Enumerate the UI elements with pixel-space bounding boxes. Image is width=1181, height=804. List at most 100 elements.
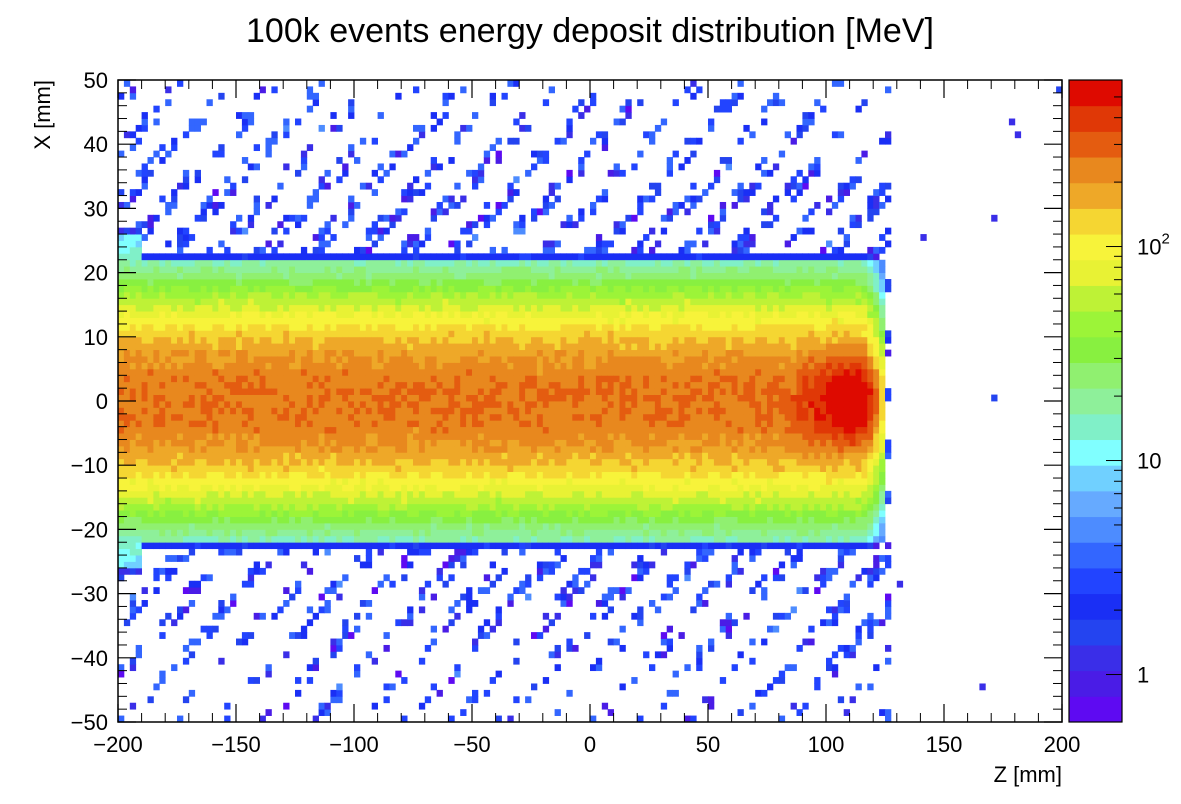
heat-cell [548, 189, 555, 196]
heat-cell [389, 317, 396, 325]
heat-cell [129, 420, 137, 428]
heat-cell [159, 567, 166, 575]
heat-cell [118, 330, 125, 338]
heat-cell [224, 349, 231, 357]
heat-cell [336, 478, 343, 485]
heat-cell [590, 362, 597, 370]
heat-cell [348, 311, 355, 318]
heat-cell [253, 439, 260, 447]
heat-cell [371, 368, 378, 376]
heat-cell [289, 272, 296, 280]
heat-cell [159, 542, 166, 550]
heat-cell [253, 497, 260, 505]
heat-cell [283, 259, 290, 267]
heat-cell [147, 259, 154, 267]
heat-cell [595, 381, 603, 389]
heat-cell [590, 394, 597, 402]
heat-cell [590, 92, 597, 100]
heat-cell [383, 644, 390, 652]
heat-cell [365, 490, 373, 498]
heat-cell [442, 497, 449, 505]
heat-cell [194, 298, 201, 306]
heat-cell [413, 497, 420, 505]
heat-cell [649, 381, 656, 389]
heat-cell [501, 323, 508, 331]
heat-cell [247, 163, 255, 171]
heat-cell [135, 375, 142, 383]
heat-cell [601, 516, 609, 524]
heat-cell [619, 317, 626, 325]
heat-cell [247, 285, 255, 293]
heat-cell [300, 471, 308, 479]
heat-cell [489, 381, 496, 389]
heat-cell [306, 516, 314, 524]
heat-cell [171, 388, 178, 395]
heat-cell [436, 445, 443, 453]
heat-cell [407, 381, 414, 389]
heat-cell [141, 285, 148, 293]
heat-cell [241, 323, 249, 331]
heat-cell [477, 535, 485, 543]
heat-cell [330, 529, 337, 537]
heat-cell [212, 356, 219, 363]
heat-cell [247, 356, 255, 363]
heat-cell [200, 452, 207, 460]
heat-cell [536, 567, 544, 575]
heat-cell [507, 394, 514, 402]
heat-cell [295, 445, 302, 453]
heat-cell [165, 381, 172, 389]
heat-cell [448, 619, 455, 627]
heat-cell [265, 407, 272, 415]
heat-cell [613, 304, 620, 312]
heat-cell [283, 535, 290, 543]
heat-cell [489, 580, 496, 588]
heat-cell [141, 497, 148, 505]
heat-cell [159, 253, 166, 261]
heat-cell [123, 304, 131, 312]
heat-cell [448, 529, 455, 537]
heat-cell [466, 465, 473, 473]
heat-cell [631, 522, 638, 530]
heat-cell [218, 266, 225, 273]
heat-cell [584, 272, 591, 280]
heat-cell [283, 401, 290, 408]
heat-cell [472, 516, 479, 524]
heat-cell [454, 253, 461, 261]
heat-cell [377, 234, 384, 241]
heat-cell [643, 234, 650, 241]
heat-cell [253, 246, 260, 254]
heat-cell [135, 137, 142, 145]
heat-cell [118, 715, 125, 723]
heat-cell [601, 445, 609, 453]
heat-cell [566, 401, 573, 408]
heat-cell [572, 336, 579, 344]
heat-cell [365, 279, 373, 286]
heat-cell [365, 375, 373, 383]
heat-cell [472, 452, 479, 460]
heat-cell [118, 356, 125, 363]
heat-cell [590, 407, 597, 415]
heat-cell [536, 304, 544, 312]
heat-cell [519, 535, 526, 543]
heat-cell [336, 349, 343, 357]
heat-cell [236, 388, 243, 395]
heat-cell [171, 201, 178, 209]
heat-cell [448, 471, 455, 479]
heat-cell [572, 478, 579, 485]
heat-cell [430, 522, 437, 530]
heat-cell [513, 413, 520, 421]
heat-cell [607, 484, 614, 492]
heat-cell [218, 394, 225, 402]
heat-cell [454, 131, 461, 139]
heat-cell [182, 259, 190, 267]
heat-cell [625, 535, 632, 543]
heat-cell [436, 201, 443, 209]
heat-cell [177, 458, 184, 466]
heat-cell [295, 381, 302, 389]
heat-cell [578, 163, 585, 171]
heat-cell [401, 561, 408, 569]
heat-cell [566, 535, 573, 543]
heat-cell [531, 510, 538, 517]
heat-cell [631, 163, 638, 171]
heat-cell [519, 259, 526, 267]
